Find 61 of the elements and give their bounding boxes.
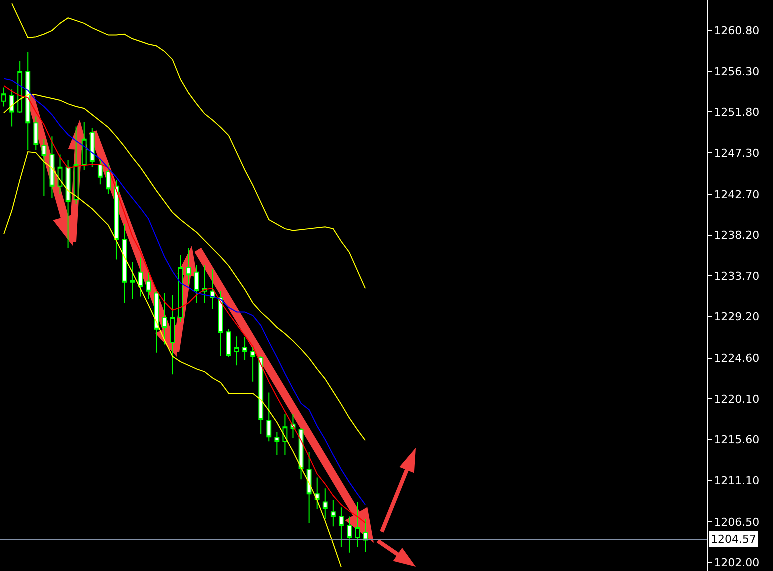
y-tick-label: 1206.50 [714, 516, 760, 529]
candlestick [66, 160, 71, 248]
candlestick [114, 180, 119, 260]
candlestick [26, 52, 31, 151]
candlestick [250, 346, 256, 382]
candlestick [146, 270, 152, 300]
candlestick [210, 269, 216, 310]
y-tick-label: 1220.10 [714, 392, 760, 406]
candlestick [18, 61, 23, 114]
y-tick-label: 1247.30 [714, 146, 760, 160]
candlestick [242, 337, 248, 361]
candlestick [330, 500, 336, 528]
candlestick [226, 328, 232, 358]
line-series [12, 3, 366, 290]
candlestick [138, 257, 144, 298]
line-series [4, 152, 342, 568]
y-tick-label: 1202.00 [714, 556, 760, 570]
candlestick [258, 356, 264, 435]
candlestick [338, 507, 344, 548]
candlestick [50, 136, 55, 199]
candlestick [10, 89, 15, 128]
candlestick [98, 160, 103, 186]
candlestick [34, 116, 39, 151]
y-tick-label: 1238.20 [714, 229, 760, 242]
candlestick [58, 154, 63, 196]
candlestick [314, 477, 320, 510]
candlestick [106, 163, 111, 196]
candlestick [282, 414, 288, 456]
y-tick-label: 1260.80 [714, 24, 760, 38]
ref-line-label: 1204.57 [711, 533, 756, 546]
candlestick [82, 122, 87, 171]
candlestick [322, 488, 328, 520]
candlestick [122, 224, 127, 304]
candlestick [274, 432, 280, 456]
candlestick [298, 428, 304, 480]
candlestick [202, 264, 208, 304]
y-tick-label: 1224.60 [714, 352, 760, 366]
y-tick-label: 1229.20 [714, 310, 760, 324]
y-tick-label: 1215.60 [714, 434, 760, 447]
candlestick [347, 516, 352, 554]
candlestick [154, 290, 160, 354]
candlestick [42, 138, 47, 197]
candlestick [363, 518, 368, 552]
candlestick [162, 292, 168, 346]
y-tick-label: 1251.80 [714, 106, 760, 120]
y-tick-label: 1242.70 [714, 188, 760, 202]
candlestick [170, 294, 176, 376]
y-tick-label: 1233.70 [714, 270, 760, 283]
candlestick [266, 392, 272, 442]
candlestick [355, 502, 360, 548]
candlestick [234, 336, 240, 366]
candlestick [194, 264, 200, 304]
y-tick-label: 1256.30 [714, 65, 760, 78]
candlestick [130, 262, 136, 300]
candlestick [186, 247, 192, 286]
line-series [4, 94, 366, 442]
y-tick-label: 1211.10 [714, 474, 760, 488]
candlestick [90, 128, 95, 168]
candlestick [74, 126, 79, 206]
candlestick [218, 290, 224, 358]
candlestick [306, 452, 312, 524]
